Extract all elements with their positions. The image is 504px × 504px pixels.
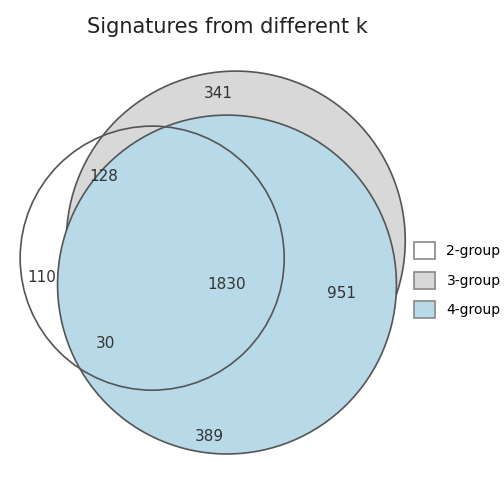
Text: 128: 128 [89,169,118,184]
Text: 30: 30 [96,337,115,351]
Title: Signatures from different k: Signatures from different k [87,17,367,37]
Circle shape [57,115,397,454]
Text: 951: 951 [327,286,356,301]
Circle shape [67,71,405,410]
Text: 110: 110 [28,271,56,285]
Text: 389: 389 [195,429,224,444]
Legend: 2-group, 3-group, 4-group: 2-group, 3-group, 4-group [409,237,504,324]
Text: 341: 341 [204,86,233,101]
Text: 1830: 1830 [208,277,246,292]
